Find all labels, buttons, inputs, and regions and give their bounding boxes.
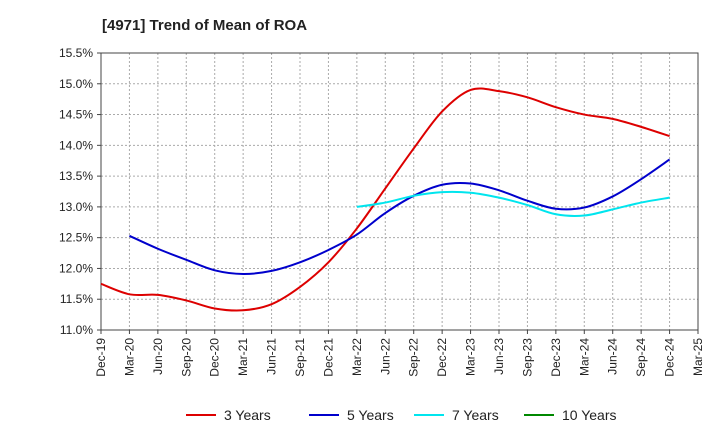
legend-label-5-years: 5 Years xyxy=(347,407,394,423)
x-tick-label: Mar-21 xyxy=(236,338,250,376)
x-tick-label: Jun-24 xyxy=(606,338,620,375)
y-tick-label: 15.0% xyxy=(59,77,93,91)
x-tick-label: Dec-24 xyxy=(663,338,677,377)
x-tick-label: Dec-23 xyxy=(549,338,563,377)
x-tick-label: Sep-20 xyxy=(179,338,193,377)
x-tick-label: Sep-21 xyxy=(293,338,307,377)
y-tick-label: 12.5% xyxy=(59,231,93,245)
x-tick-label: Sep-23 xyxy=(520,338,534,377)
series-line-5-years xyxy=(129,159,669,273)
legend-label-7-years: 7 Years xyxy=(452,407,499,423)
x-tick-label: Jun-20 xyxy=(151,338,165,375)
x-tick-label: Jun-23 xyxy=(492,338,506,375)
y-tick-label: 11.5% xyxy=(60,292,93,306)
x-tick-label: Dec-21 xyxy=(321,338,335,377)
x-tick-label: Mar-22 xyxy=(350,338,364,376)
y-tick-label: 14.5% xyxy=(59,108,93,122)
y-tick-label: 14.0% xyxy=(59,138,93,152)
x-tick-label: Sep-22 xyxy=(407,338,421,377)
x-tick-label: Dec-22 xyxy=(435,338,449,377)
x-tick-label: Jun-21 xyxy=(265,338,279,375)
x-tick-label: Mar-25 xyxy=(691,338,705,376)
x-tick-label: Jun-22 xyxy=(378,338,392,375)
chart-container: [4971] Trend of Mean of ROA 11.0% 11.5% 12… xyxy=(0,0,720,440)
y-tick-label: 13.0% xyxy=(59,200,93,214)
y-tick-label: 12.0% xyxy=(59,261,93,275)
x-tick-label: Dec-20 xyxy=(208,338,222,377)
x-tick-label: Sep-24 xyxy=(634,338,648,377)
roa-trend-chart: [4971] Trend of Mean of ROA 11.0% 11.5% 12… xyxy=(0,0,720,440)
x-tick-label: Dec-19 xyxy=(94,338,108,377)
x-tick-label: Mar-23 xyxy=(464,338,478,376)
legend-label-3-years: 3 Years xyxy=(224,407,271,423)
y-tick-label: 13.5% xyxy=(59,169,93,183)
x-tick-label: Mar-24 xyxy=(577,338,591,376)
legend-label-10-years: 10 Years xyxy=(562,407,617,423)
plot-frame xyxy=(101,53,698,330)
x-tick-label: Mar-20 xyxy=(122,338,136,376)
y-tick-label: 15.5% xyxy=(59,46,93,60)
y-tick-label: 11.0% xyxy=(60,323,93,337)
chart-title: [4971] Trend of Mean of ROA xyxy=(102,17,307,34)
grid xyxy=(101,53,698,330)
legend: 3 Years 5 Years 7 Years 10 Years xyxy=(186,407,617,423)
